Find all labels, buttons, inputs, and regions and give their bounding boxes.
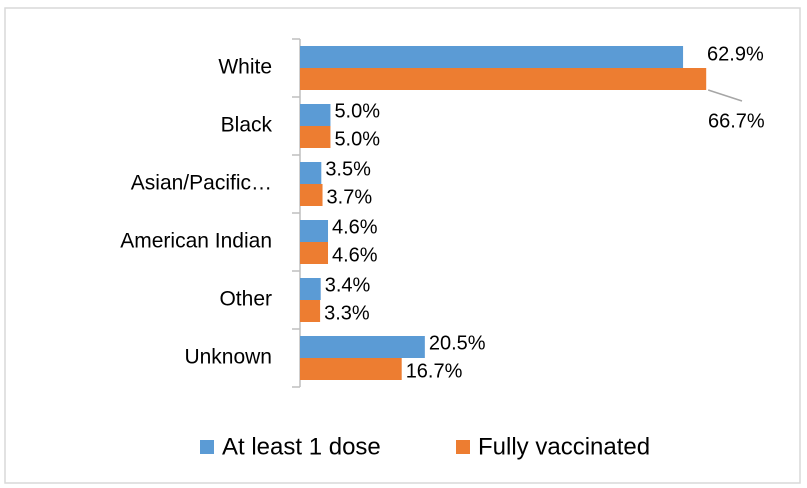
- bar: [300, 46, 684, 68]
- legend-label: Fully vaccinated: [478, 433, 650, 460]
- data-label: 3.4%: [325, 274, 371, 296]
- data-label: 62.9%: [707, 43, 764, 65]
- legend-label: At least 1 dose: [222, 433, 381, 460]
- bar: [300, 126, 331, 148]
- legend-swatch: [200, 440, 214, 454]
- data-label: 3.5%: [325, 158, 371, 180]
- data-label: 4.6%: [332, 244, 378, 266]
- bar: [300, 300, 321, 322]
- category-label: Other: [219, 288, 272, 311]
- data-label: 3.7%: [327, 186, 373, 208]
- bar: [300, 162, 322, 184]
- bar: [300, 68, 707, 90]
- data-label: 3.3%: [324, 302, 370, 324]
- bar: [300, 104, 331, 126]
- data-label: 4.6%: [332, 216, 378, 238]
- bar: [300, 358, 402, 380]
- category-label: White: [218, 56, 272, 79]
- bar: [300, 278, 321, 300]
- category-label: Black: [221, 114, 273, 137]
- data-label: 16.7%: [406, 360, 463, 382]
- bar: [300, 184, 323, 206]
- category-label: Asian/Pacific…: [131, 172, 272, 195]
- leader-line: [707, 89, 743, 102]
- category-label: American Indian: [120, 230, 272, 253]
- data-label: 5.0%: [334, 100, 380, 122]
- bar: [300, 242, 329, 264]
- data-label: 66.7%: [708, 110, 765, 132]
- category-label: Unknown: [184, 346, 272, 369]
- legend-swatch: [456, 440, 470, 454]
- data-label: 20.5%: [429, 332, 486, 354]
- data-label: 5.0%: [334, 128, 380, 150]
- bar: [300, 336, 425, 358]
- bar: [300, 220, 329, 242]
